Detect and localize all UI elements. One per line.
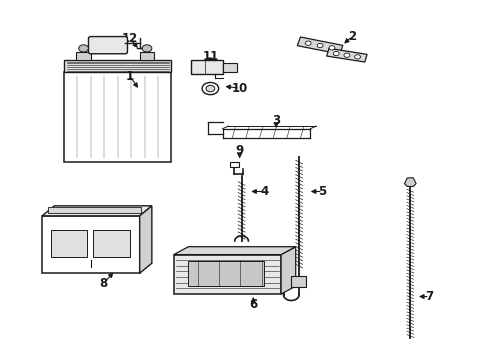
Polygon shape: [326, 48, 366, 62]
Text: 2: 2: [347, 30, 355, 43]
Circle shape: [317, 43, 323, 48]
Bar: [93, 230, 130, 257]
Circle shape: [328, 46, 334, 50]
Bar: [222, 63, 237, 72]
Bar: [291, 276, 305, 287]
Circle shape: [205, 85, 214, 92]
Text: 8: 8: [99, 278, 107, 291]
Bar: [188, 261, 264, 286]
Polygon shape: [173, 247, 295, 255]
Polygon shape: [297, 37, 342, 54]
Text: 11: 11: [202, 50, 218, 63]
FancyBboxPatch shape: [88, 37, 127, 54]
Bar: [42, 216, 140, 273]
Text: 3: 3: [272, 114, 280, 127]
Polygon shape: [281, 247, 295, 294]
Bar: [190, 60, 222, 74]
Text: 12: 12: [122, 32, 138, 45]
Circle shape: [79, 45, 88, 52]
Text: 1: 1: [125, 69, 134, 82]
Text: 5: 5: [318, 185, 326, 198]
Bar: [64, 60, 171, 72]
Circle shape: [343, 53, 349, 57]
Text: 9: 9: [235, 144, 243, 157]
Polygon shape: [140, 206, 152, 273]
Text: 10: 10: [231, 82, 247, 95]
Bar: [51, 230, 87, 257]
Bar: [229, 162, 238, 167]
Bar: [48, 207, 141, 213]
Circle shape: [202, 82, 218, 95]
Bar: [140, 52, 154, 60]
Bar: [173, 255, 281, 294]
Circle shape: [142, 45, 152, 52]
Circle shape: [354, 55, 360, 59]
Circle shape: [333, 51, 339, 56]
Text: 6: 6: [249, 298, 257, 311]
Bar: [76, 52, 91, 60]
Bar: [64, 72, 171, 162]
Polygon shape: [42, 206, 152, 216]
Text: 7: 7: [425, 290, 433, 303]
Circle shape: [305, 41, 310, 45]
Polygon shape: [404, 178, 415, 186]
Text: 4: 4: [260, 185, 268, 198]
